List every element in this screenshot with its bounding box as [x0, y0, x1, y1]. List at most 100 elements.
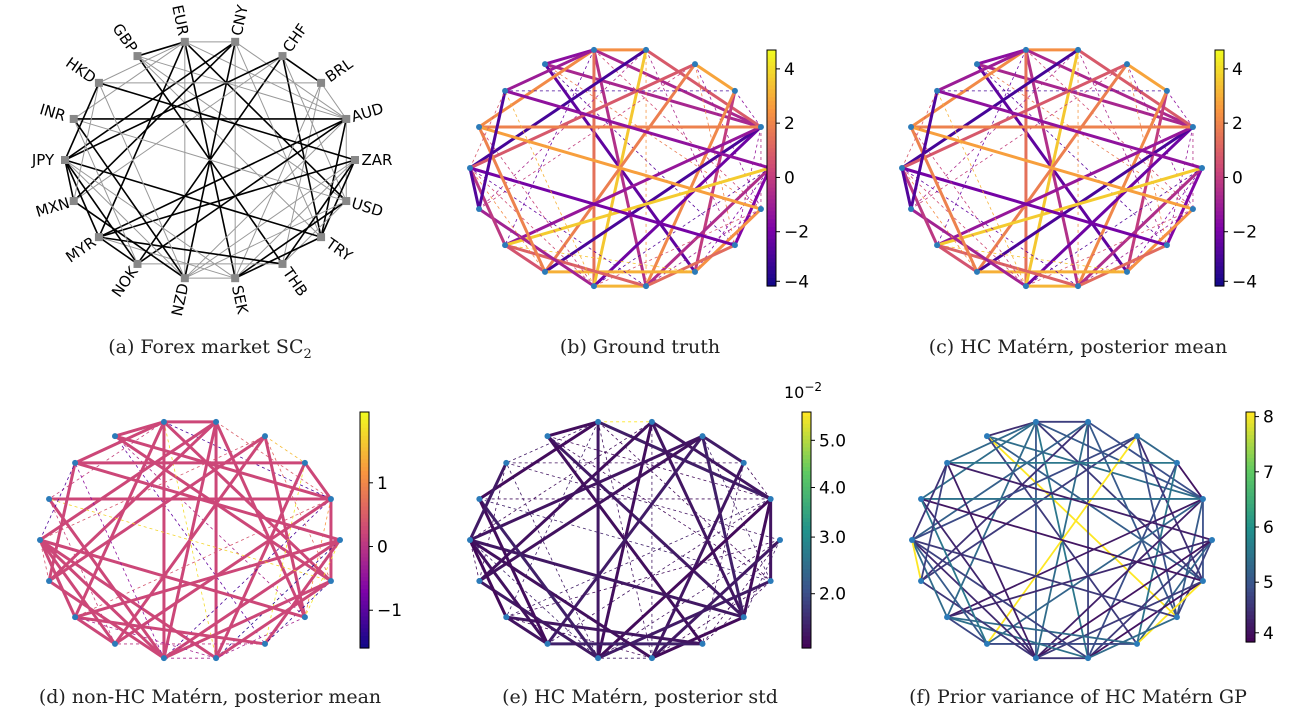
colorbar-segment — [1215, 77, 1224, 83]
colorbar-segment — [1246, 488, 1255, 494]
currency-label: TRY — [322, 234, 357, 266]
colorbar-segment — [1215, 187, 1224, 193]
colorbar-segment — [1215, 124, 1224, 130]
forex-node — [231, 37, 240, 46]
panel-e-hc-matern-std: 5.0 4.0 3.0 2.0 10−2 — [467, 380, 846, 662]
panel-b-ground-truth: 4 2 0 −2 −4 — [467, 46, 809, 292]
graph-node — [595, 655, 602, 662]
currency-label: GBP — [109, 20, 141, 56]
colorbar-segment — [1215, 215, 1224, 220]
forex-edge — [64, 159, 322, 238]
colorbar-segment — [1246, 580, 1255, 586]
caption-a-text: (a) Forex market SC — [108, 336, 304, 358]
graph-node — [476, 123, 483, 130]
graph-node — [213, 418, 220, 425]
graph-edge — [469, 62, 696, 170]
forex-edge — [64, 82, 100, 161]
forex-edge — [73, 118, 186, 279]
colorbar-segment — [802, 557, 811, 563]
forex-node — [342, 114, 351, 123]
colorbar-segment — [802, 498, 811, 504]
colorbar-segment — [802, 486, 811, 492]
forex-edge — [98, 159, 356, 238]
graph-edge — [163, 498, 332, 659]
graph-node — [918, 495, 925, 502]
colorbar-segment — [802, 478, 811, 484]
colorbar-segment — [360, 541, 369, 547]
graph-edge — [650, 462, 746, 659]
graph-edge — [986, 435, 1178, 618]
colorbar-segment — [360, 545, 369, 551]
colorbar-segment — [767, 203, 776, 208]
graph-edge — [504, 89, 771, 170]
graph-edge — [701, 434, 745, 465]
colorbar-segment — [1215, 238, 1224, 244]
graph-node — [692, 61, 698, 68]
graph-edge — [215, 539, 341, 659]
graph-edge — [263, 435, 307, 618]
colorbar-segment — [360, 478, 369, 484]
graph-edge — [901, 167, 1027, 287]
colorbar-segment — [1215, 230, 1224, 236]
graph-node — [767, 495, 774, 502]
colorbar-segment — [1215, 65, 1224, 71]
forex-edge — [73, 82, 100, 202]
graph-edge — [39, 539, 50, 582]
graph-edge — [597, 539, 781, 659]
panel-f-prior-variance: 8 7 6 5 4 — [909, 408, 1274, 662]
colorbar-segment — [1246, 519, 1255, 524]
graph-node — [160, 655, 167, 662]
graph-edge — [702, 539, 781, 645]
graph-node — [1134, 640, 1140, 647]
colorbar-frame — [359, 411, 370, 649]
graph-node — [767, 578, 774, 585]
colorbar-segment — [360, 447, 369, 452]
colorbar-segment — [1215, 101, 1224, 106]
graph-edge — [469, 539, 599, 659]
colorbar-segment — [1246, 530, 1255, 536]
graph-edge — [469, 538, 653, 660]
graph-edge — [505, 244, 696, 273]
caption-a-subscript: 2 — [303, 346, 312, 362]
graph-edge — [936, 243, 978, 274]
graph-node — [1199, 165, 1205, 171]
forex-edge — [281, 159, 356, 265]
graph-edge — [477, 90, 507, 210]
graph-edge — [920, 462, 948, 582]
graph-edge — [1125, 90, 1169, 273]
colorbar-segment — [1246, 534, 1255, 540]
colorbar-segment — [1246, 599, 1255, 605]
colorbar-segment — [1246, 481, 1255, 486]
graph-node — [699, 433, 706, 440]
colorbar-segment — [1215, 266, 1224, 271]
graph-node — [974, 61, 980, 68]
colorbar-segment — [1215, 112, 1224, 118]
colorbar-segment — [767, 160, 776, 165]
graph-edge — [1024, 125, 1194, 288]
colorbar-tick-label: 4 — [1232, 60, 1243, 80]
colorbar-segment — [1215, 156, 1224, 161]
colorbar-segment — [1215, 160, 1224, 165]
graph-edge — [544, 62, 762, 129]
graph-node — [476, 578, 483, 585]
colorbar-segment — [360, 537, 369, 543]
graph-edge — [900, 167, 939, 246]
currency-label: USD — [349, 194, 385, 220]
colorbar-segment — [767, 187, 776, 193]
colorbar-segment — [767, 282, 776, 287]
graph-node — [1189, 206, 1196, 213]
graph-edge — [74, 616, 217, 659]
graph-edge — [504, 166, 771, 247]
graph-edge — [114, 434, 332, 583]
forex-edge — [64, 159, 75, 202]
colorbar-segment — [802, 435, 811, 441]
graph-node — [1163, 242, 1170, 249]
currency-label: MYR — [62, 233, 99, 266]
graph-edge — [504, 48, 595, 93]
graph-edge — [910, 126, 1027, 287]
graph-edge — [469, 166, 736, 247]
colorbar-segment — [767, 183, 776, 189]
graph-edge — [909, 126, 979, 273]
graph-edge — [479, 498, 771, 582]
colorbar-segment — [802, 600, 811, 606]
